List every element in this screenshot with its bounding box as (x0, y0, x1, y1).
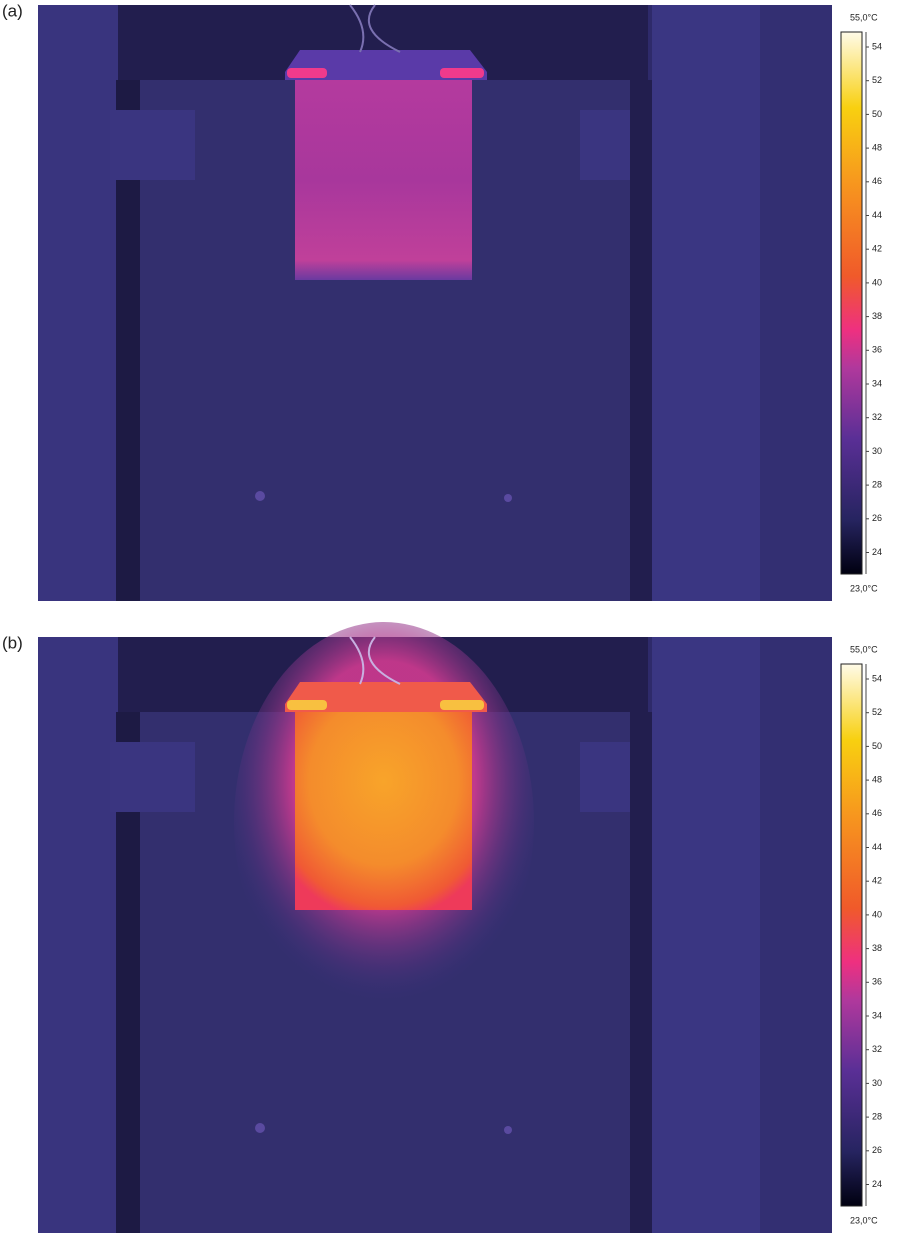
scale-min: 23,0°C (850, 1215, 878, 1225)
scale-tick-label: 42 (872, 244, 882, 254)
color-scale (840, 663, 863, 1207)
scale-tick-label: 38 (872, 311, 882, 321)
thermal-panel: (b) 55,0°C 23,0°C 54 52 50 48 46 44 42 40 38 36 34 32 3… (2, 622, 882, 1233)
bolt (504, 494, 512, 502)
scale-tick-label: 52 (872, 707, 882, 717)
scale-tick-label: 44 (872, 842, 882, 852)
heater-lid (285, 50, 487, 80)
right-shadow (760, 5, 832, 601)
scale-tick-label: 40 (872, 909, 882, 919)
lid-end-left (287, 68, 327, 78)
scale-tick-label: 32 (872, 412, 882, 422)
cable (349, 636, 401, 685)
thermal-image (38, 622, 832, 1233)
scale-tick-label: 24 (872, 547, 882, 557)
scale-tick-label: 52 (872, 75, 882, 85)
left-strip (38, 5, 118, 601)
thermal-image (38, 4, 832, 601)
scale-tick-label: 48 (872, 142, 882, 152)
bolt (504, 1126, 512, 1134)
cable (349, 4, 401, 53)
scale-tick-label: 42 (872, 876, 882, 886)
color-scale (840, 31, 863, 575)
bolt (255, 491, 265, 501)
right-shadow (760, 637, 832, 1233)
heater-lid (285, 682, 487, 712)
lid-end-right (440, 700, 484, 710)
scale-tick-label: 38 (872, 943, 882, 953)
heater-block (295, 80, 472, 280)
panel-label: (b) (2, 633, 23, 652)
scale-tick-label: 30 (872, 446, 882, 456)
scale-tick-label: 28 (872, 479, 882, 489)
scale-tick-label: 40 (872, 277, 882, 287)
panel-label: (a) (2, 1, 23, 20)
lid-end-right (440, 68, 484, 78)
scale-tick-label: 26 (872, 1145, 882, 1155)
scale-tick-label: 26 (872, 513, 882, 523)
left-strip (38, 637, 118, 1233)
thermal-panel: (a) 55,0°C 23,0°C 54 52 50 48 46 44 42 40 38 36 34 32 3… (2, 1, 882, 601)
scale-tick-label: 30 (872, 1078, 882, 1088)
scale-tick-label: 54 (872, 673, 882, 683)
scale-tick-label: 46 (872, 176, 882, 186)
bracket-left (110, 742, 195, 812)
scale-tick-label: 28 (872, 1111, 882, 1121)
scale-tick-label: 24 (872, 1179, 882, 1189)
scale-tick-label: 32 (872, 1044, 882, 1054)
bracket-left (110, 110, 195, 180)
scale-tick-label: 44 (872, 210, 882, 220)
scale-tick-label: 48 (872, 774, 882, 784)
scale-tick-label: 34 (872, 378, 882, 388)
right-column (630, 80, 652, 601)
scale-tick-label: 50 (872, 109, 882, 119)
scale-max: 55,0°C (850, 12, 878, 22)
scale-tick-label: 54 (872, 41, 882, 51)
scale-tick-label: 36 (872, 345, 882, 355)
bolt (255, 1123, 265, 1133)
scale-tick-label: 50 (872, 741, 882, 751)
scale-max: 55,0°C (850, 644, 878, 654)
scale-tick-label: 46 (872, 808, 882, 818)
scale-tick-label: 36 (872, 977, 882, 987)
right-column (630, 712, 652, 1233)
heater-block (295, 712, 472, 910)
scale-min: 23,0°C (850, 583, 878, 593)
scale-tick-label: 34 (872, 1010, 882, 1020)
lid-end-left (287, 700, 327, 710)
